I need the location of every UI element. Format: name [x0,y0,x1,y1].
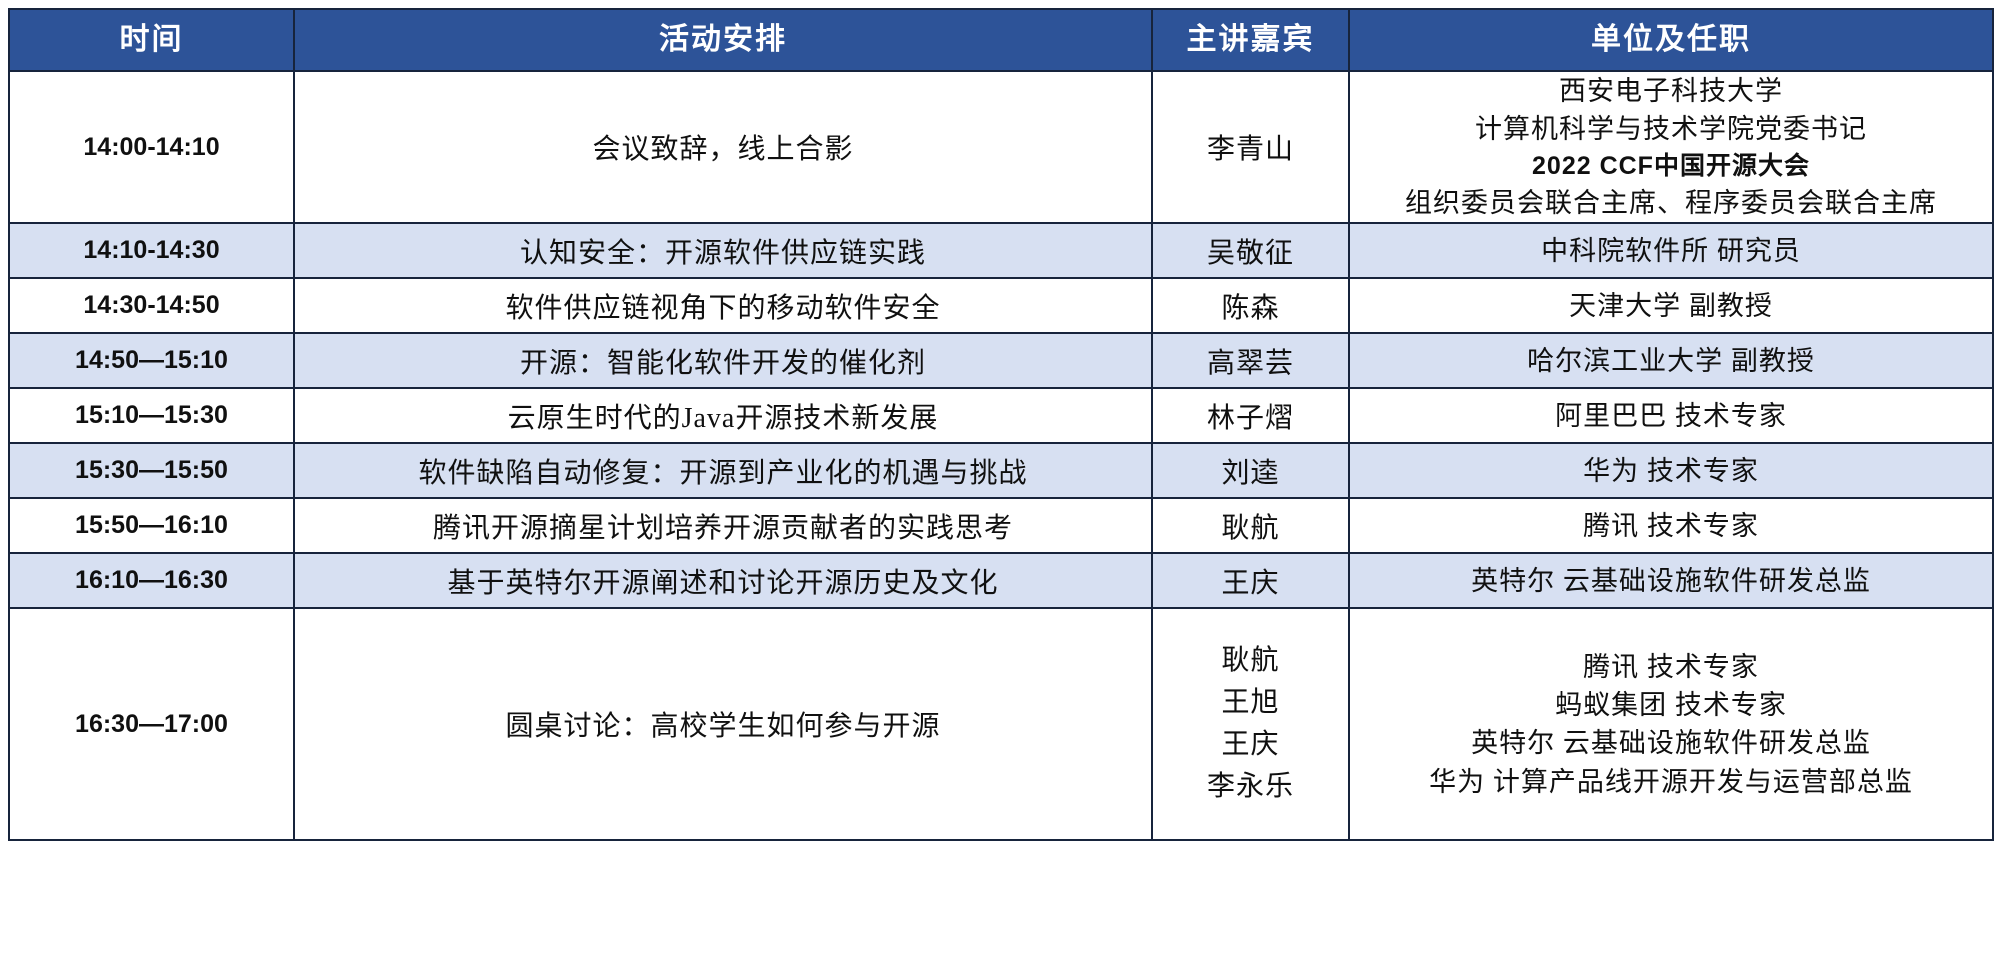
cell-guest: 林子熠 [1151,387,1350,445]
column-header-activity: 活动安排 [293,8,1153,72]
org-line-list: 中科院软件所 研究员 [1350,232,1992,270]
cell-org: 哈尔滨工业大学 副教授 [1348,332,1994,390]
cell-time: 15:30—15:50 [8,442,295,500]
cell-org: 阿里巴巴 技术专家 [1348,387,1994,445]
org-line: 计算机科学与技术学院党委书记 [1475,114,1867,145]
cell-activity: 云原生时代的Java开源技术新发展 [293,387,1153,445]
cell-guest: 耿航 王旭 王庆 李永乐 [1151,607,1350,842]
org-line: 组织委员会联合主席、程序委员会联合主席 [1405,188,1937,219]
org-line: 英特尔 云基础设施软件研发总监 [1471,565,1871,596]
cell-guest: 耿航 [1151,497,1350,555]
org-line: 哈尔滨工业大学 副教授 [1527,345,1815,376]
cell-time: 14:10-14:30 [8,222,295,280]
cell-activity: 认知安全：开源软件供应链实践 [293,222,1153,280]
cell-activity: 开源：智能化软件开发的催化剂 [293,332,1153,390]
cell-time: 14:00-14:10 [8,69,295,225]
table-row: 14:10-14:30 认知安全：开源软件供应链实践 吴敬征 中科院软件所 研究员 [8,222,1994,280]
table-row: 14:00-14:10 会议致辞，线上合影 李青山 西安电子科技大学 计算机科学与技术学… [8,69,1994,225]
guest-name-list: 耿航 王旭 王庆 李永乐 [1153,640,1348,808]
org-line: 西安电子科技大学 [1559,76,1783,106]
guest-name: 李永乐 [1206,771,1294,803]
org-line-list: 腾讯 技术专家 蚂蚁集团 技术专家英特尔 云基础设施软件研发总监华为 计算产品线开… [1350,648,1992,801]
cell-activity: 软件缺陷自动修复：开源到产业化的机遇与挑战 [293,442,1153,500]
cell-org: 中科院软件所 研究员 [1348,222,1994,280]
table-row: 16:10—16:30 基于英特尔开源阐述和讨论开源历史及文化 王庆 英特尔 云基础设… [8,552,1994,610]
table-row: 16:30—17:00 圆桌讨论：高校学生如何参与开源 耿航 王旭 王庆 李永乐 腾讯 技术… [8,607,1994,842]
table-row: 15:50—16:10 腾讯开源摘星计划培养开源贡献者的实践思考 耿航 腾讯 技术专家 [8,497,1994,555]
cell-guest: 陈森 [1151,277,1350,335]
org-line: 腾讯 技术专家 [1583,651,1759,682]
cell-time: 15:50—16:10 [8,497,295,555]
cell-time: 15:10—15:30 [8,387,295,445]
table-header: 时间 活动安排 主讲嘉宾 单位及任职 [8,8,1994,72]
cell-guest: 高翠芸 [1151,332,1350,390]
org-line-list: 英特尔 云基础设施软件研发总监 [1350,562,1992,600]
cell-org: 西安电子科技大学计算机科学与技术学院党委书记 2022 CCF中国开源大会组织委员… [1348,69,1994,225]
header-row: 时间 活动安排 主讲嘉宾 单位及任职 [8,8,1994,72]
column-header-time: 时间 [8,8,295,72]
org-line-list: 阿里巴巴 技术专家 [1350,397,1992,435]
cell-guest: 王庆 [1151,552,1350,610]
org-line: 2022 CCF中国开源大会 [1532,151,1810,180]
cell-org: 华为 技术专家 [1348,442,1994,500]
table-row: 15:10—15:30 云原生时代的Java开源技术新发展 林子熠 阿里巴巴 技术专家 [8,387,1994,445]
column-header-org: 单位及任职 [1348,8,1994,72]
org-line-list: 华为 技术专家 [1350,452,1992,490]
cell-guest: 刘逵 [1151,442,1350,500]
cell-activity: 圆桌讨论：高校学生如何参与开源 [293,607,1153,842]
org-line: 腾讯 技术专家 [1583,510,1759,541]
cell-activity: 腾讯开源摘星计划培养开源贡献者的实践思考 [293,497,1153,555]
table-row: 14:50—15:10 开源：智能化软件开发的催化剂 高翠芸 哈尔滨工业大学 副教授 [8,332,1994,390]
guest-name: 耿航 [1221,645,1280,677]
cell-org: 英特尔 云基础设施软件研发总监 [1348,552,1994,610]
cell-guest: 吴敬征 [1151,222,1350,280]
org-line: 天津大学 副教授 [1569,290,1773,321]
org-line-list: 西安电子科技大学计算机科学与技术学院党委书记 2022 CCF中国开源大会组织委员… [1350,72,1992,222]
org-line: 蚂蚁集团 技术专家 [1555,690,1787,721]
table-row: 14:30-14:50 软件供应链视角下的移动软件安全 陈森 天津大学 副教授 [8,277,1994,335]
cell-activity: 软件供应链视角下的移动软件安全 [293,277,1153,335]
cell-time: 14:30-14:50 [8,277,295,335]
cell-org: 腾讯 技术专家 [1348,497,1994,555]
guest-name: 王旭 [1221,687,1280,719]
org-line: 阿里巴巴 技术专家 [1555,400,1787,431]
table-row: 15:30—15:50 软件缺陷自动修复：开源到产业化的机遇与挑战 刘逵 华为 技术专… [8,442,1994,500]
cell-activity: 会议致辞，线上合影 [293,69,1153,225]
table-body: 14:00-14:10 会议致辞，线上合影 李青山 西安电子科技大学 计算机科学与技术学… [8,69,1994,842]
agenda-table: 时间 活动安排 主讲嘉宾 单位及任职 14:00-14:10 会议致辞，线上合影李… [8,8,1994,842]
org-line: 华为 技术专家 [1583,455,1759,486]
org-line: 中科院软件所 研究员 [1541,235,1801,266]
column-header-guest: 主讲嘉宾 [1151,8,1350,72]
org-line-list: 天津大学 副教授 [1350,287,1992,325]
cell-time: 16:30—17:00 [8,607,295,842]
org-line-list: 哈尔滨工业大学 副教授 [1350,342,1992,380]
cell-guest: 李青山 [1151,69,1350,225]
cell-org: 天津大学 副教授 [1348,277,1994,335]
cell-time: 16:10—16:30 [8,552,295,610]
cell-activity: 基于英特尔开源阐述和讨论开源历史及文化 [293,552,1153,610]
guest-name: 王庆 [1221,729,1280,761]
cell-org: 腾讯 技术专家 蚂蚁集团 技术专家英特尔 云基础设施软件研发总监华为 计算产品线开… [1348,607,1994,842]
org-line: 英特尔 云基础设施软件研发总监 [1471,728,1871,759]
org-line: 华为 计算产品线开源开发与运营部总监 [1429,766,1913,797]
cell-time: 14:50—15:10 [8,332,295,390]
org-line-list: 腾讯 技术专家 [1350,507,1992,545]
